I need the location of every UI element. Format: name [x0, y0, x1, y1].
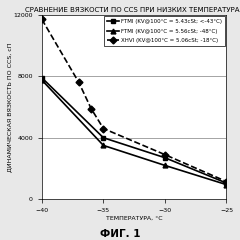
- FTMI (KV@100°C = 5.43cSt; <-43°C): [40, 76, 43, 79]
- XHVI (KV@100°C = 5.06cSt; -18°C): [90, 107, 93, 110]
- FTMI (KV@100°C = 5.43cSt; <-43°C): [163, 156, 166, 159]
- XHVI (KV@100°C = 5.06cSt; -18°C): [163, 153, 166, 156]
- Text: ФИГ. 1: ФИГ. 1: [100, 229, 140, 239]
- XHVI (KV@100°C = 5.06cSt; -18°C): [77, 81, 80, 84]
- FTMI (KV@100°C = 5.43cSt; <-43°C): [225, 182, 228, 185]
- X-axis label: ТЕМПЕРАТУРА, °С: ТЕМПЕРАТУРА, °С: [106, 216, 162, 221]
- FTMI (KV@100°C = 5.56cSt; -48°C): [102, 144, 105, 147]
- Title: СРАВНЕНИЕ ВЯЗКОСТИ ПО CCS ПРИ НИЗКИХ ТЕМПЕРАТУРАХ: СРАВНЕНИЕ ВЯЗКОСТИ ПО CCS ПРИ НИЗКИХ ТЕМ…: [24, 7, 240, 13]
- Y-axis label: ДИНАМИЧЕСКАЯ ВЯЗКОСТЬ ПО CCS, сП: ДИНАМИЧЕСКАЯ ВЯЗКОСТЬ ПО CCS, сП: [7, 42, 12, 172]
- XHVI (KV@100°C = 5.06cSt; -18°C): [102, 127, 105, 130]
- XHVI (KV@100°C = 5.06cSt; -18°C): [225, 180, 228, 183]
- FTMI (KV@100°C = 5.43cSt; <-43°C): [102, 136, 105, 139]
- FTMI (KV@100°C = 5.56cSt; -48°C): [40, 79, 43, 82]
- FTMI (KV@100°C = 5.56cSt; -48°C): [225, 183, 228, 186]
- Line: FTMI (KV@100°C = 5.56cSt; -48°C): FTMI (KV@100°C = 5.56cSt; -48°C): [39, 78, 229, 187]
- XHVI (KV@100°C = 5.06cSt; -18°C): [40, 18, 43, 21]
- Line: FTMI (KV@100°C = 5.43cSt; <-43°C): FTMI (KV@100°C = 5.43cSt; <-43°C): [39, 75, 229, 186]
- Line: XHVI (KV@100°C = 5.06cSt; -18°C): XHVI (KV@100°C = 5.06cSt; -18°C): [39, 17, 229, 184]
- FTMI (KV@100°C = 5.56cSt; -48°C): [163, 164, 166, 167]
- Legend: FTMI (KV@100°C = 5.43cSt; <-43°C), FTMI (KV@100°C = 5.56cSt; -48°C), XHVI (KV@10: FTMI (KV@100°C = 5.43cSt; <-43°C), FTMI …: [104, 16, 225, 46]
